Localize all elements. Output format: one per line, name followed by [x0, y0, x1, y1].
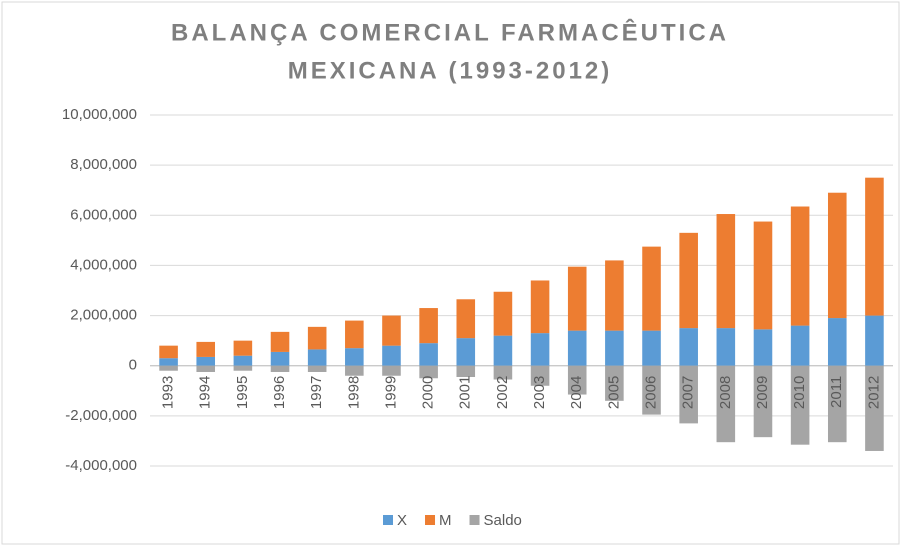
x-tick-label: 2000 — [420, 376, 437, 409]
bar-m — [567, 266, 587, 331]
bar-saldo — [196, 365, 216, 372]
bar-x — [456, 338, 476, 366]
bar-x — [753, 329, 773, 366]
chart-title-line1: BALANÇA COMERCIAL FARMACÊUTICA — [171, 18, 729, 46]
bar-saldo — [530, 365, 550, 386]
bar-saldo — [865, 365, 884, 451]
bar-x — [605, 330, 624, 366]
bar-m — [753, 221, 773, 330]
bar-x — [345, 348, 364, 366]
legend-label: Saldo — [484, 512, 522, 529]
y-tick-label: 8,000,000 — [70, 156, 137, 173]
x-tick-label: 2012 — [865, 376, 882, 409]
bar-saldo — [456, 365, 476, 377]
bar-m — [419, 308, 438, 344]
y-tick-label: 6,000,000 — [70, 206, 137, 223]
x-tick-label: 2010 — [791, 376, 808, 409]
bar-saldo — [790, 365, 810, 445]
bar-x — [493, 335, 513, 366]
bar-m — [307, 326, 327, 350]
bar-saldo — [233, 365, 253, 371]
legend-swatch — [383, 515, 393, 525]
legend-label: M — [439, 512, 452, 529]
bar-m — [679, 232, 698, 329]
bar-saldo — [605, 365, 624, 401]
x-tick-label: 2004 — [568, 376, 585, 409]
x-tick-label: 1997 — [308, 376, 325, 409]
bar-x — [865, 315, 884, 366]
bar-x — [790, 325, 810, 366]
bar-x — [679, 328, 698, 366]
bar-saldo — [419, 365, 438, 379]
y-tick-label: 2,000,000 — [70, 307, 137, 324]
bar-saldo — [382, 365, 401, 376]
x-tick-label: 2001 — [457, 376, 474, 409]
x-tick-label: 2003 — [531, 376, 548, 409]
x-tick-label: 2011 — [828, 376, 845, 408]
bar-saldo — [159, 365, 178, 371]
legend-swatch — [425, 515, 436, 525]
bar-saldo — [307, 365, 327, 372]
bar-saldo — [493, 365, 513, 380]
x-tick-label: 1994 — [197, 376, 214, 409]
x-tick-label: 1993 — [160, 376, 177, 409]
bar-m — [159, 345, 178, 359]
bar-saldo — [345, 365, 364, 376]
bar-x — [233, 355, 253, 366]
chart-title-line2: MEXICANA (1993-2012) — [288, 57, 613, 84]
bar-saldo — [642, 365, 661, 415]
bar-x — [382, 345, 401, 366]
bar-m — [233, 340, 253, 356]
bar-x — [567, 330, 587, 366]
bar-x — [716, 328, 736, 366]
y-tick-label: 10,000,000 — [62, 106, 137, 123]
x-tick-label: 1998 — [345, 376, 362, 409]
bar-x — [827, 318, 847, 366]
bar-m — [493, 291, 513, 336]
x-tick-label: 2005 — [605, 376, 622, 409]
y-tick-label: 0 — [129, 357, 137, 374]
bar-m — [345, 320, 364, 349]
bar-saldo — [716, 365, 736, 443]
bar-saldo — [753, 365, 773, 438]
bar-x — [530, 333, 550, 366]
bar-m — [865, 177, 884, 316]
bar-m — [456, 299, 476, 339]
bar-x — [307, 349, 327, 366]
bar-x — [642, 330, 661, 366]
legend-label: X — [397, 512, 407, 529]
x-tick-label: 2002 — [494, 376, 511, 409]
bar-saldo — [827, 365, 847, 443]
bar-m — [716, 214, 736, 329]
y-tick-label: -2,000,000 — [65, 407, 137, 424]
x-tick-label: 1996 — [271, 376, 288, 409]
bar-m — [605, 260, 624, 331]
bar-m — [270, 331, 290, 352]
x-tick-label: 1999 — [382, 376, 399, 409]
bar-saldo — [270, 365, 290, 372]
x-tick-label: 2007 — [680, 376, 697, 409]
bar-saldo — [567, 365, 587, 395]
bar-x — [196, 356, 216, 366]
bar-m — [530, 280, 550, 334]
bar-m — [642, 246, 661, 331]
bar-m — [827, 192, 847, 319]
bar-m — [382, 315, 401, 346]
y-tick-label: 4,000,000 — [70, 256, 137, 273]
x-tick-label: 2006 — [642, 376, 659, 409]
bar-m — [196, 341, 216, 357]
legend-swatch — [469, 515, 480, 525]
bar-x — [270, 351, 290, 366]
y-tick-label: -4,000,000 — [65, 457, 137, 474]
bar-x — [159, 358, 178, 366]
bar-m — [790, 206, 810, 326]
x-tick-label: 2009 — [754, 376, 771, 409]
bar-saldo — [679, 365, 698, 424]
x-tick-label: 2008 — [717, 376, 734, 409]
bar-x — [419, 343, 438, 366]
x-tick-label: 1995 — [234, 376, 251, 409]
